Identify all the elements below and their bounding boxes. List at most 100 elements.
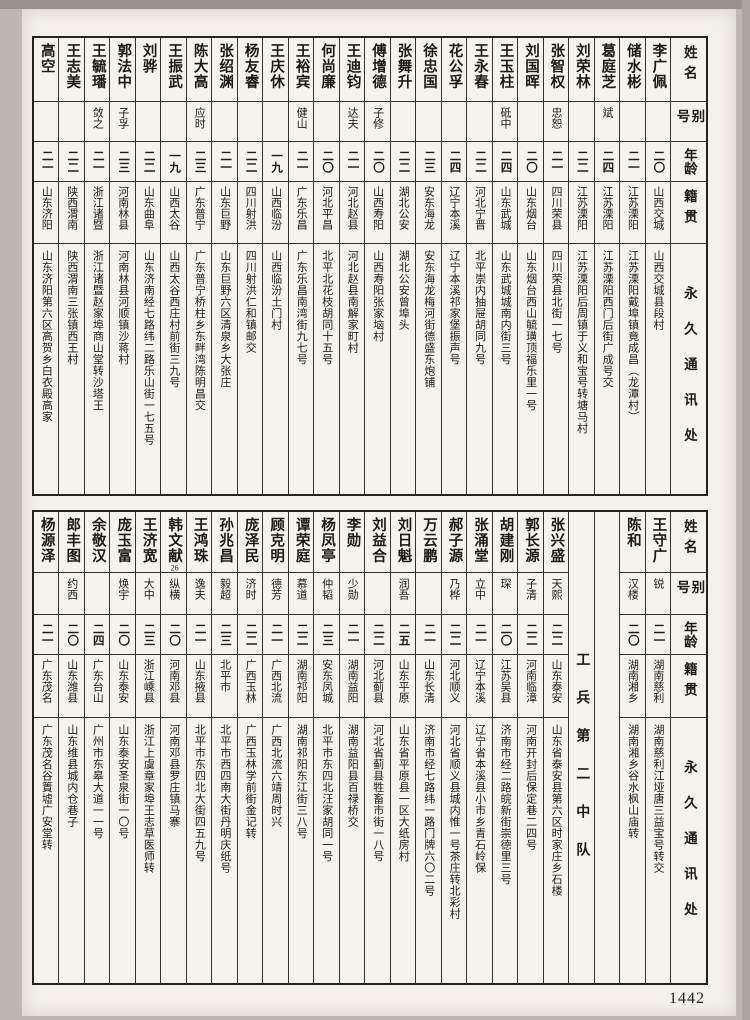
person-column: 杨凤亭 仲韬 二三 安东凤城 北平市东四北汪家胡同一号 <box>313 512 339 983</box>
person-column: 胡建刚琛二〇 江苏吴县 济南市经二路皖新街崇德里三号 <box>491 512 518 983</box>
vertical-text: 湖南祁阳 <box>295 659 308 703</box>
vertical-text: 二一 <box>550 150 563 173</box>
name-cell: 张兴盛 <box>543 512 569 573</box>
name-cell: 韩文献26 <box>161 512 186 573</box>
vertical-text: 山西临汾土门村 <box>269 250 282 331</box>
alias-cell: 天熙 <box>543 573 569 615</box>
alias-cell: 焕宇 <box>110 573 135 615</box>
address-cell: 山西临汾土门村 <box>263 244 287 494</box>
vertical-text: 立中 <box>473 578 486 600</box>
header-age: 年龄 <box>671 615 706 655</box>
address-cell: 河北省蓟县牲畜市街一八号 <box>365 718 389 983</box>
vertical-text: 河南林县河顺镇沙蒋村 <box>116 250 129 365</box>
vertical-text: 焕宇 <box>116 578 129 600</box>
age-cell: 二一 <box>339 142 365 182</box>
vertical-text: 孙兆昌 <box>217 517 234 564</box>
header-name: 姓名 <box>671 38 706 102</box>
alias-cell: 乃桦 <box>441 573 467 615</box>
alias-cell: 汉楼 <box>620 573 645 615</box>
age-cell: 二三 <box>186 142 212 182</box>
origin-cell: 河南林县 <box>110 182 135 244</box>
address-cell: 湖北公安曾埠头 <box>391 244 415 494</box>
alias-cell: 锐 <box>645 573 670 615</box>
vertical-text: 山东省泰安县第六区时家庄乡石楼 <box>550 724 563 897</box>
name-cell: 王迪钧 <box>339 38 365 102</box>
person-column: 刘日魁 润吾 二五 山东平原 山东省平原县一区大纸房村 <box>389 512 416 983</box>
age-cell: 二二 <box>467 142 492 182</box>
age-cell: 二二 <box>59 142 84 182</box>
address-cell: 四川荣县北街一七号 <box>544 244 568 494</box>
name-cell: 王裕宾 <box>288 38 314 102</box>
person-column: 王志美 二二 陕西渭南 陕西渭南三张镇西王村 <box>58 38 84 494</box>
scan-edge-right <box>742 0 750 1020</box>
alias-cell: 立中 <box>467 573 492 615</box>
name-cell: 张舞升 <box>390 38 416 102</box>
vertical-text: 二二 <box>66 150 79 173</box>
vertical-text: 北平崇内抽屉胡同九号 <box>473 250 486 365</box>
vertical-text: 纵横 <box>167 578 180 600</box>
name-cell: 王济宽 <box>135 512 161 573</box>
address-cell: 广西北流六靖周时兴 <box>263 718 287 983</box>
vertical-text: 顾克明 <box>268 517 285 564</box>
vertical-text: 山东掖县 <box>193 659 206 703</box>
vertical-text: 二一 <box>346 623 359 646</box>
vertical-text: 庞泽民 <box>242 517 259 564</box>
vertical-text: 润吾 <box>397 578 410 600</box>
alias-cell: 仲韬 <box>314 573 339 615</box>
vertical-text: 杨源泽 <box>38 517 55 564</box>
alias-cell: 逸夫 <box>186 573 212 615</box>
vertical-text: 湖北公安曾埠头 <box>397 250 410 331</box>
vertical-text: 二二 <box>448 623 461 646</box>
age-cell: 二一 <box>263 615 288 655</box>
vertical-text: 山东武城城南内街三号 <box>499 250 512 365</box>
name-cell: 郝子源 <box>441 512 467 573</box>
vertical-text: 山东烟台 <box>524 186 537 230</box>
vertical-text: 二三 <box>219 623 232 646</box>
age-cell: 二五 <box>390 615 416 655</box>
vertical-text: 工兵第二中队 <box>574 652 590 880</box>
vertical-text: 杨友睿 <box>242 43 259 90</box>
person-column: 花公孚 二四 辽宁本溪 辽宁本溪祁家堡振声号 <box>440 38 467 494</box>
person-column: 王迪钧 达夫 二一 河北赵县 河北赵县南解家町村 <box>338 38 365 494</box>
origin-cell: 江苏吴县 <box>492 655 518 718</box>
origin-cell: 四川荣县 <box>543 182 569 244</box>
age-cell: 二〇 <box>365 142 390 182</box>
vertical-text: 敛之 <box>91 107 104 129</box>
vertical-text: 刘日魁 <box>395 517 412 564</box>
vertical-text: 张智权 <box>548 43 565 90</box>
alias-cell <box>441 102 467 142</box>
roster-table-top: 姓名 别号 年龄 籍贯 永久通讯处 李广佩 二〇 山西交城 山西交城县段村 储水彬 二一 江苏溧阳 江苏… <box>32 36 708 496</box>
age-cell: 二一 <box>543 142 569 182</box>
address-cell: 广东乐昌南湾街九七号 <box>289 244 313 494</box>
origin-cell: 山东泰安 <box>110 655 135 718</box>
origin-cell: 浙江诸暨 <box>84 182 110 244</box>
alias-cell <box>620 102 645 142</box>
origin-cell: 江苏溧阳 <box>594 182 620 244</box>
address-cell: 浙江诸暨赵家埠商山堂转沙塔王 <box>85 244 109 494</box>
vertical-text: 山西太谷 <box>167 186 180 230</box>
unit-label-column: 工兵第二中队 <box>568 512 593 983</box>
person-column: 顾克明 德芳 二一 广西北流 广西北流六靖周时兴 <box>262 512 288 983</box>
header-name: 姓名 <box>671 512 706 573</box>
vertical-text: 王迪钧 <box>344 43 361 90</box>
name-cell: 杨友睿 <box>237 38 263 102</box>
vertical-text: 四川荣县 <box>549 186 562 230</box>
vertical-text: 余敬汉 <box>89 517 106 564</box>
vertical-text: 广西玉林 <box>244 659 257 703</box>
origin-cell: 江苏溧阳 <box>620 182 645 244</box>
scan-edge-top <box>0 0 750 9</box>
origin-cell: 辽宁本溪 <box>441 182 467 244</box>
vertical-text: 二二 <box>397 150 410 173</box>
address-cell: 辽宁省本溪县小市乡青石岭保 <box>467 718 491 983</box>
name-cell: 王庆休 <box>263 38 288 102</box>
vertical-text: 二〇 <box>626 623 639 646</box>
vertical-text: 山西寿阳张家垴村 <box>371 250 384 342</box>
age-cell: 二二 <box>441 615 467 655</box>
vertical-text: 二一 <box>473 623 486 646</box>
vertical-text: 湖南祁阳东江街三八号 <box>295 724 308 839</box>
address-cell: 湖南慈利江垭唐三益宝号转交 <box>646 718 670 983</box>
origin-cell: 山东泰安 <box>543 655 569 718</box>
alias-cell: 约西 <box>59 573 84 615</box>
vertical-text: 王振武 <box>166 43 183 90</box>
